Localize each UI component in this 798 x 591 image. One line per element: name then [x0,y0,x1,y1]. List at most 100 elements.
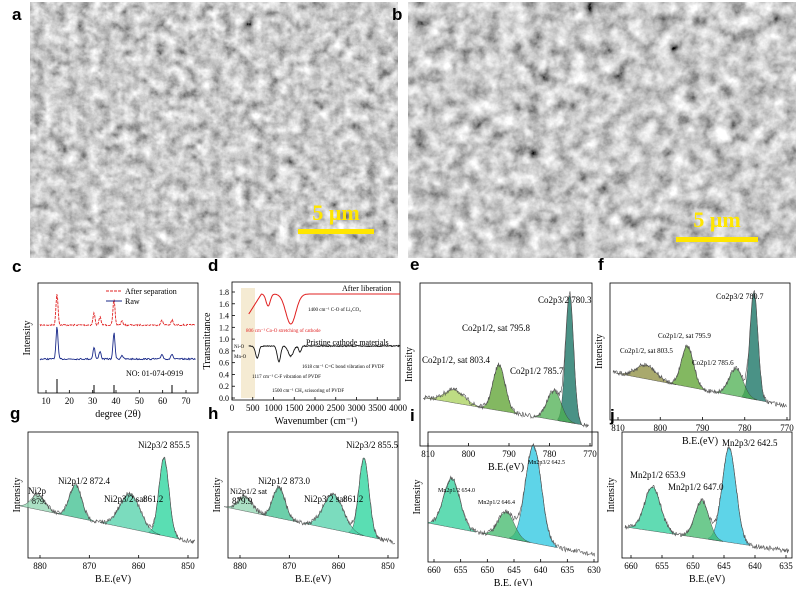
y-tick-label: 0.2 [219,382,229,391]
fit-peak [17,494,60,515]
scale-bar [298,229,374,234]
annotation: 1500 cm⁻¹ CH₂ scissoring of PVDF [272,388,344,394]
peak-label: Co2p3/2 780.7 [716,292,764,301]
annotation: Ni-O [234,345,245,350]
x-tick-label: 20 [65,396,75,406]
x-tick-label: 780 [543,449,557,459]
peak-label: Co2p1/2, sat 803.5 [620,347,673,355]
peak-label: Ni2p3/2 855.5 [346,440,399,450]
plot-frame [427,431,599,563]
x-tick-label: 790 [502,449,516,459]
peak-label: Ni2p1/2 sat [230,487,268,496]
x-tick-label: 790 [696,423,710,433]
peak-label: 879.9 [232,496,253,506]
y-tick-label: 1.0 [219,335,229,344]
fit-peak [480,364,518,414]
panel-letter: j [609,406,615,425]
peak-label: Ni2p1/2 872.4 [58,476,111,486]
peak-label: Mn2p1/2 654.0 [438,488,475,494]
y-axis-label: Intensity [606,478,617,513]
x-tick-label: 635 [561,565,575,575]
y-axis-label: Intensity [212,478,223,513]
x-axis-label: Wavenumber (cm⁻¹) [275,416,358,427]
x-tick-label: 770 [583,449,597,459]
x-tick-label: 810 [611,423,625,433]
x-axis-label: B.E.(eV) [295,574,331,585]
x-tick-label: 850 [181,561,195,571]
peak-label: Ni2p1/2 873.0 [258,476,311,486]
x-tick-label: 640 [534,565,548,575]
panel-letter: c [12,257,21,276]
panel-letter: f [598,255,604,274]
note: NO: 01-074-0919 [126,369,183,378]
fit-peak [57,484,94,522]
x-tick-label: 0 [230,403,235,413]
panel-letter: i [410,406,415,425]
x-tick-label: 655 [655,561,669,571]
peak-label: Mn2p1/2 647.0 [668,482,724,492]
x-tick-label: 70 [182,396,192,406]
plot-frame [609,282,791,421]
y-axis-label: Transmittance [202,312,213,369]
x-tick-label: 3500 [368,403,387,413]
curve-label: After liberation [342,284,392,293]
peak-label: Co2p1/2, sat 795.8 [462,323,531,333]
peak-label: Mn2p1/2 653.9 [630,470,686,480]
panel-letter: h [208,404,218,423]
plot-frame [27,431,199,559]
y-tick-label: 0.4 [219,370,229,379]
xrd-curve [39,326,196,361]
peak-label: Co2p1/2 785.7 [510,366,564,376]
y-tick-label: 1.2 [219,323,229,332]
ftir-curve [248,344,401,363]
xps-spectrum [30,456,196,544]
x-tick-label: 650 [481,565,495,575]
panel-letter: e [410,255,419,274]
peak-label: Mn2p3/2 642.5 [722,438,778,448]
sem-image [408,2,796,258]
plot-frame [621,431,793,559]
x-tick-label: 655 [454,565,468,575]
x-tick-label: 660 [427,565,441,575]
xps-spectrum [612,290,787,409]
y-tick-label: 1.8 [219,288,229,297]
panel-letter: d [208,256,218,275]
x-tick-label: 645 [507,565,521,575]
xps-spectrum [430,442,596,557]
x-tick-label: 645 [717,561,731,571]
panel-letter: g [10,404,20,423]
peak-label: Co2p1/2 785.6 [692,359,734,367]
sem-image [30,2,398,258]
xps-spectrum [422,291,589,428]
peak-label: Ni2p3/2 855.5 [138,440,191,450]
x-tick-label: 860 [332,561,346,571]
x-tick-label: 860 [132,561,146,571]
x-tick-label: 30 [88,396,98,406]
scale-label: 5 μm [693,207,740,232]
x-tick-label: 780 [738,423,752,433]
y-axis-label: Intensity [404,347,415,382]
y-tick-label: 1.4 [219,312,229,321]
x-tick-label: 800 [654,423,668,433]
annotation: 806 cm⁻¹ Co-O stretching of cathode [246,328,321,334]
peak-label: 861.2 [143,494,163,504]
x-tick-label: 1500 [285,403,304,413]
curve-label: Pristine cathode materials [306,338,389,347]
fit-peak [714,368,758,401]
annotation: Mn-O [234,355,247,360]
plot-frame [227,431,399,559]
peak-label: Ni2p3/2 sat [304,494,346,504]
x-tick-label: 640 [748,561,762,571]
panel-letter: b [392,5,402,24]
x-tick-label: 660 [624,561,638,571]
peak-label: 879. [32,497,46,506]
x-tick-label: 880 [233,561,247,571]
peak-label: Ni2p [28,486,47,496]
highlight-band [241,288,255,398]
peak-label: Mn2p3/2 642.5 [528,460,565,466]
peak-label: Co2p1/2, sat 795.9 [658,332,711,340]
x-tick-label: 850 [381,561,395,571]
scale-bar [676,237,758,242]
panel-letter: a [12,5,22,24]
